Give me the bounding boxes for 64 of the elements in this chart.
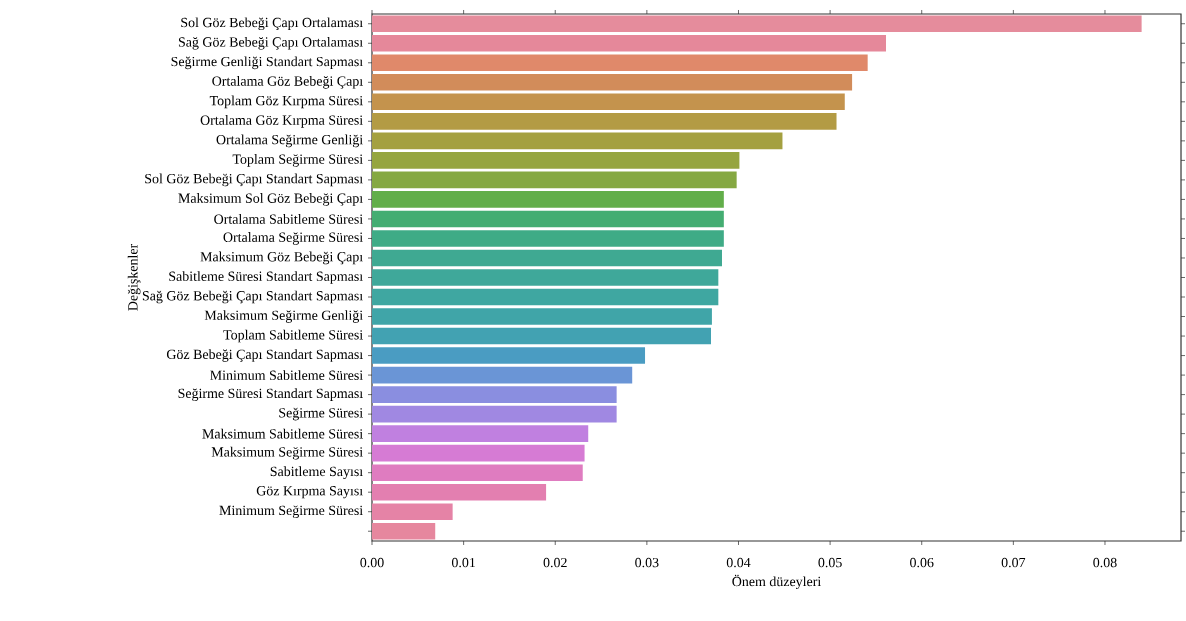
y-tick-label: Seğirme Süresi	[279, 407, 363, 421]
bar	[372, 464, 583, 481]
y-tick-label: Minimum Sabitleme Süresi	[210, 370, 363, 380]
y-tick-label: Minimum Seğirme Süresi	[219, 505, 363, 518]
x-tick-label: 0.08	[1093, 557, 1117, 568]
y-tick-label: Maksimum Seğirme Süresi	[211, 446, 363, 460]
bar	[372, 483, 547, 501]
y-tick-label: Göz Bebeği Çapı Standart Sapması	[166, 349, 363, 362]
x-tick-label: 0.06	[910, 557, 934, 568]
x-tick-label: 0.03	[635, 557, 659, 568]
bar	[372, 405, 617, 423]
y-tick-label: Toplam Göz Kırpma Süresi	[209, 95, 363, 109]
y-tick-label: Ortalama Göz Kırpma Süresi	[200, 115, 363, 128]
bar	[372, 93, 845, 111]
x-tick-label: 0.00	[360, 557, 384, 568]
y-tick-label: Maksimum Göz Bebeği Çapı	[200, 251, 363, 265]
y-tick-label: Sabitleme Sayısı	[270, 466, 363, 480]
bar	[372, 15, 1142, 33]
x-tick-label: 0.07	[1001, 557, 1026, 568]
x-tick-label: 0.02	[543, 557, 567, 568]
bar	[372, 74, 853, 91]
bar	[372, 444, 585, 462]
bar	[372, 210, 724, 228]
bar	[372, 366, 633, 384]
x-axis-title: Önem düzeyleri	[732, 574, 821, 590]
y-tick-label: Ortalama Göz Bebeği Çapı	[212, 75, 363, 89]
y-tick-label: Maksimum Seğirme Genliği	[204, 310, 363, 323]
y-tick-label: Toplam Seğirme Süresi	[232, 154, 363, 167]
y-tick-label: Sağ Göz Bebeği Çapı Ortalaması	[178, 36, 363, 50]
bar	[372, 113, 837, 130]
bar	[372, 249, 722, 267]
bar	[372, 191, 724, 208]
bar	[372, 386, 617, 403]
bar	[372, 269, 719, 286]
bar	[372, 327, 711, 345]
bar	[372, 54, 868, 72]
bar	[372, 171, 737, 189]
y-tick-label: Sabitleme Süresi Standart Sapması	[169, 271, 363, 284]
bar	[372, 230, 724, 247]
y-tick-label: Sol Göz Bebeği Çapı Ortalaması	[181, 17, 363, 31]
bar	[372, 347, 646, 364]
bar	[372, 34, 886, 52]
y-tick-label: Sağ Göz Bebeği Çapı Standart Sapması	[142, 290, 363, 304]
y-tick-label: Göz Kırpma Sayısı	[256, 486, 363, 499]
bar	[372, 503, 453, 521]
bar	[372, 152, 740, 169]
y-tick-label: Sol Göz Bebeği Çapı Standart Sapması	[145, 173, 363, 187]
bar	[372, 308, 712, 325]
x-tick-label: 0.04	[726, 557, 751, 568]
y-tick-label: Ortalama Seğirme Genliği	[216, 134, 363, 148]
y-tick-label: Ortalama Seğirme Süresi	[223, 232, 363, 245]
y-tick-label: Maksimum Sabitleme Süresi	[202, 428, 363, 439]
bar	[372, 288, 719, 306]
bar	[372, 425, 589, 442]
bar	[372, 132, 783, 150]
x-tick-label: 0.05	[818, 557, 842, 568]
y-tick-label: Ortalama Sabitleme Süresi	[214, 214, 363, 224]
x-tick-label: 0.01	[451, 557, 475, 568]
y-tick-label: Seğirme Süresi Standart Sapması	[178, 388, 363, 401]
y-tick-label: Seğirme Genliği Standart Sapması	[171, 56, 363, 70]
y-tick-label: Maksimum Sol Göz Bebeği Çapı	[178, 193, 363, 206]
y-tick-label: Toplam Sabitleme Süresi	[223, 329, 363, 343]
y-axis-title: Değişkenler	[127, 243, 141, 311]
bar	[372, 522, 436, 540]
